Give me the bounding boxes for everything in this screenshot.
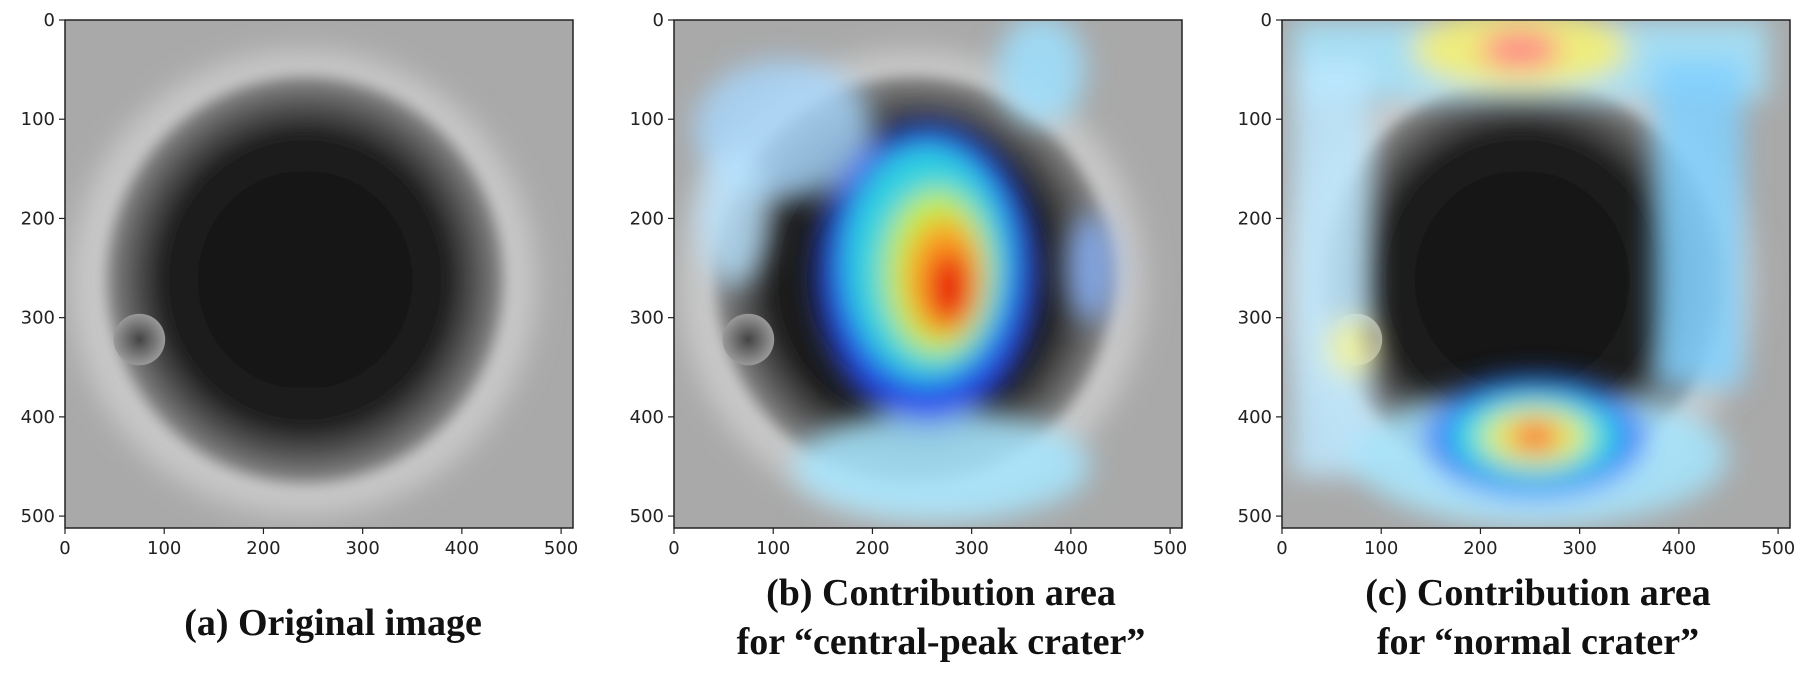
x-tick-label: 500: [1153, 538, 1187, 559]
heat-blob: [793, 411, 1091, 522]
x-tick-label: 100: [756, 538, 790, 559]
y-tick-label: 0: [653, 10, 664, 31]
image-panel: [1282, 20, 1790, 528]
image-panel: [65, 20, 573, 528]
y-tick-label: 400: [21, 407, 55, 428]
x-tick-label: 200: [246, 538, 280, 559]
image-panel: [674, 20, 1182, 528]
small-crater: [722, 313, 775, 366]
y-tick-label: 0: [1261, 10, 1272, 31]
y-tick-label: 300: [21, 308, 55, 329]
caption: (a) Original image: [184, 602, 482, 644]
x-tick-label: 200: [855, 538, 889, 559]
y-tick-label: 300: [1238, 308, 1272, 329]
heat-blob: [1291, 59, 1372, 477]
x-tick-label: 300: [954, 538, 988, 559]
heat-blob: [1510, 422, 1560, 451]
axes-frame: [1281, 19, 1791, 529]
y-tick-label: 200: [1238, 208, 1272, 229]
heat-blob: [996, 20, 1086, 125]
axes-frame: [64, 19, 574, 529]
heat-blob: [1654, 59, 1744, 388]
y-tick-label: 100: [21, 109, 55, 130]
x-tick-label: 100: [147, 538, 181, 559]
x-tick-label: 300: [1562, 538, 1596, 559]
caption: for “central-peak crater”: [737, 621, 1146, 663]
y-tick-label: 500: [21, 506, 55, 527]
y-tick-label: 0: [44, 10, 55, 31]
heat-blob: [1326, 317, 1377, 378]
axes-frame: [673, 19, 1183, 529]
caption: (b) Contribution area: [766, 572, 1116, 614]
y-tick-label: 200: [21, 208, 55, 229]
heat-blob: [928, 250, 972, 326]
caption: (c) Contribution area: [1365, 572, 1711, 614]
x-tick-label: 300: [345, 538, 379, 559]
small-crater: [113, 313, 166, 366]
x-tick-label: 500: [1761, 538, 1795, 559]
x-tick-label: 0: [668, 538, 679, 559]
x-tick-label: 0: [59, 538, 70, 559]
x-tick-label: 400: [1662, 538, 1696, 559]
crater: [1323, 76, 1721, 484]
y-tick-label: 400: [1238, 407, 1272, 428]
y-tick-label: 400: [630, 407, 664, 428]
heatmap: [693, 20, 1116, 522]
x-tick-label: 200: [1463, 538, 1497, 559]
y-tick-label: 100: [630, 109, 664, 130]
heatmap: [1291, 20, 1769, 527]
y-tick-label: 200: [630, 208, 664, 229]
y-tick-label: 300: [630, 308, 664, 329]
heat-blob: [1480, 29, 1560, 70]
heat-blob: [1065, 213, 1116, 323]
y-tick-label: 500: [1238, 506, 1272, 527]
y-tick-label: 100: [1238, 109, 1272, 130]
x-tick-label: 400: [445, 538, 479, 559]
x-tick-label: 400: [1054, 538, 1088, 559]
y-tick-label: 500: [630, 506, 664, 527]
crater: [106, 76, 504, 484]
x-tick-label: 500: [544, 538, 578, 559]
x-tick-label: 0: [1276, 538, 1287, 559]
x-tick-label: 100: [1364, 538, 1398, 559]
heat-blob: [698, 148, 769, 288]
caption: for “normal crater”: [1377, 621, 1699, 663]
